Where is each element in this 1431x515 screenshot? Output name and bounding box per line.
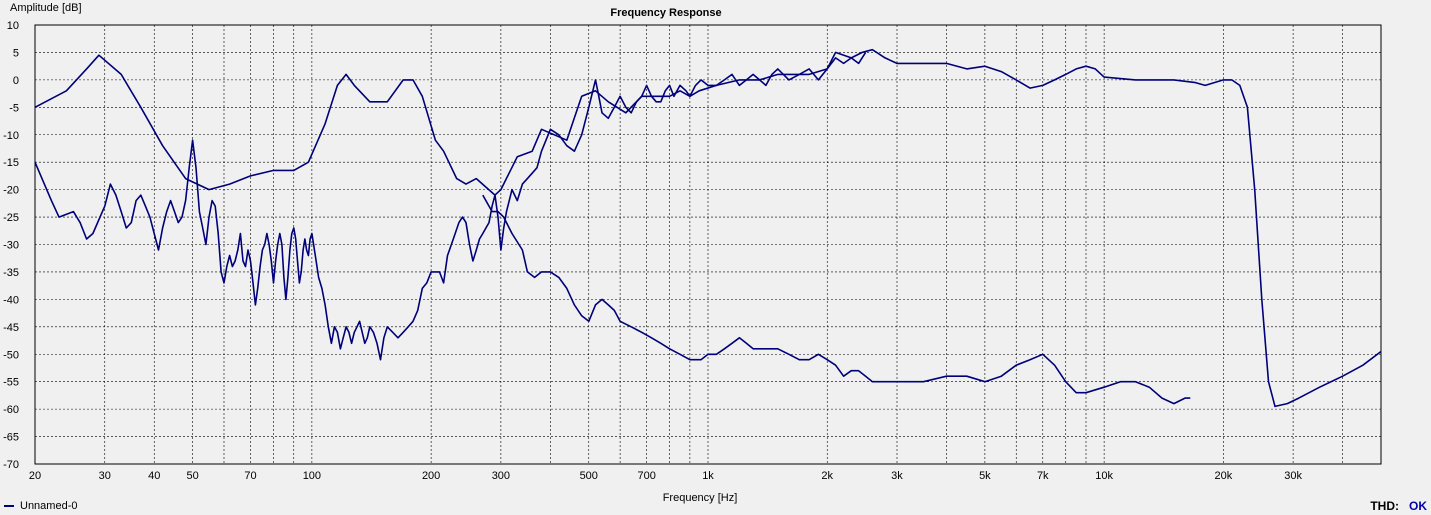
x-tick-label: 30 <box>99 470 111 482</box>
y-tick-label: -40 <box>3 294 19 306</box>
x-tick-label: 2k <box>821 470 833 482</box>
y-axis-ticks: 10 5 0 -5 -10 -15 -20 -25 -30 -35 -40 -45 -50 -55 -60 -… <box>3 20 19 471</box>
y-tick-label: -50 <box>3 349 19 361</box>
y-tick-label: -65 <box>3 432 19 444</box>
legend-swatch <box>4 505 14 507</box>
plot-frame <box>34 24 1382 465</box>
legend: Unnamed-0 <box>4 500 77 512</box>
x-tick-label: 500 <box>580 470 598 482</box>
y-tick-label: -15 <box>3 157 19 169</box>
thd-value: OK <box>1409 499 1427 513</box>
y-tick-label: -45 <box>3 322 19 334</box>
y-tick-label: -5 <box>9 102 19 114</box>
y-tick-label: 5 <box>13 47 19 59</box>
y-tick-label: -10 <box>3 130 19 142</box>
y-tick-label: 10 <box>7 20 19 32</box>
x-tick-label: 50 <box>187 470 199 482</box>
series-line-2 <box>482 194 1191 405</box>
x-tick-label: 700 <box>637 470 655 482</box>
x-tick-label: 7k <box>1037 470 1049 482</box>
y-tick-label: -35 <box>3 267 19 279</box>
series-line-1 <box>34 51 867 361</box>
chart-title: Frequency Response <box>610 7 721 19</box>
series-layer <box>34 48 1382 408</box>
y-tick-label: -30 <box>3 240 19 252</box>
x-tick-label: 20 <box>29 470 41 482</box>
y-tick-label: -70 <box>3 459 19 471</box>
x-tick-label: 20k <box>1214 470 1232 482</box>
legend-label: Unnamed-0 <box>20 500 78 512</box>
x-tick-label: 70 <box>244 470 256 482</box>
x-tick-label: 300 <box>492 470 510 482</box>
x-tick-label: 200 <box>422 470 440 482</box>
thd-label: THD: <box>1370 499 1399 513</box>
x-tick-label: 100 <box>303 470 321 482</box>
y-tick-label: -60 <box>3 404 19 416</box>
x-tick-label: 30k <box>1284 470 1302 482</box>
x-tick-label: 3k <box>891 470 903 482</box>
x-axis-ticks: 20 30 40 50 70 100 200 300 500 700 1k 2k 3k 5k 7k 10k 20… <box>29 470 1303 482</box>
y-tick-label: -55 <box>3 377 19 389</box>
x-tick-label: 10k <box>1095 470 1113 482</box>
x-tick-label: 1k <box>702 470 714 482</box>
y-tick-label: 0 <box>13 75 19 87</box>
x-axis-label: Frequency [Hz] <box>663 492 738 504</box>
x-tick-label: 40 <box>148 470 160 482</box>
x-tick-label: 5k <box>979 470 991 482</box>
y-axis-label: Amplitude [dB] <box>10 2 82 14</box>
y-tick-label: -20 <box>3 185 19 197</box>
y-tick-label: -25 <box>3 212 19 224</box>
thd-status: THD: OK <box>1370 499 1427 513</box>
